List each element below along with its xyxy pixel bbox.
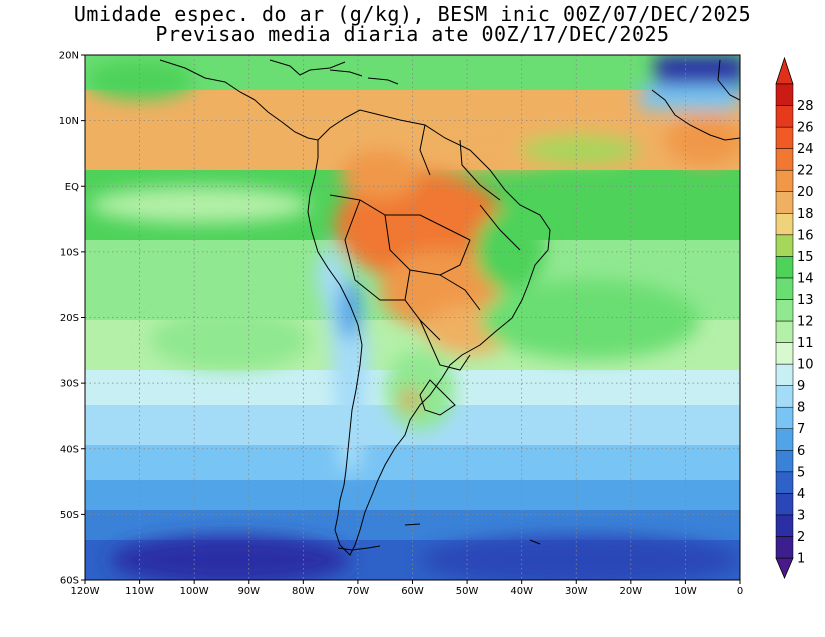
lon-tick-label: 60W (401, 586, 424, 597)
coastlines (159, 59, 740, 556)
lat-tick-label: 20N (59, 51, 79, 62)
humidity-field (85, 55, 740, 580)
colorbar-swatch (775, 191, 794, 214)
colorbar-arrow-high (775, 56, 794, 85)
colorbar-swatch (775, 83, 794, 106)
colorbar-label: 13 (797, 293, 814, 308)
colorbar-label: 6 (797, 444, 805, 459)
longitude-axis: 120W 110W 100W 90W 80W 70W 60W 50W 40W 30W 20W 10W 0 (71, 580, 743, 597)
lon-tick-label: 30W (565, 586, 588, 597)
lon-tick-label: 40W (510, 586, 533, 597)
colorbar-label: 22 (797, 164, 814, 179)
colorbar-swatch (775, 342, 794, 365)
lon-tick-label: 100W (180, 586, 209, 597)
colorbar-swatch (775, 234, 794, 257)
lat-tick-label: 20S (60, 313, 79, 324)
colorbar-arrow-low (775, 557, 794, 580)
lon-tick-label: 20W (620, 586, 643, 597)
colorbar-label: 10 (797, 358, 814, 373)
lat-tick-label: 30S (60, 379, 79, 390)
colorbar-swatch (775, 363, 794, 386)
lon-tick-label: 70W (347, 586, 370, 597)
colorbar-label: 4 (797, 487, 805, 502)
colorbar-label: 16 (797, 228, 814, 243)
lon-tick-label: 0 (737, 586, 743, 597)
colorbar-swatch (775, 256, 794, 279)
colorbar-label: 18 (797, 207, 814, 222)
lon-tick-label: 120W (71, 586, 100, 597)
colorbar-swatch (775, 493, 794, 516)
colorbar-swatch (775, 105, 794, 128)
colorbar-label: 8 (797, 401, 805, 416)
lat-tick-label: 10N (59, 116, 79, 127)
lon-tick-label: 10W (674, 586, 697, 597)
chart-subtitle: Previsao media diaria ate 00Z/17/DEC/202… (155, 22, 670, 46)
colorbar-label: 11 (797, 336, 814, 351)
lon-tick-label: 110W (125, 586, 154, 597)
colorbar-label: 26 (797, 121, 814, 136)
colorbar-swatch (775, 471, 794, 494)
lat-tick-label: 60S (60, 576, 79, 587)
latitude-axis: 20N 10N EQ 10S 20S 30S 40S 50S 60S (59, 51, 85, 587)
lon-tick-label: 90W (237, 586, 260, 597)
colorbar-swatch (775, 536, 794, 559)
colorbar-swatch (775, 213, 794, 236)
colorbar-swatch (775, 385, 794, 408)
colorbar-swatch (775, 450, 794, 473)
colorbar-label: 3 (797, 508, 805, 523)
colorbar-swatch (775, 428, 794, 451)
colorbar-label: 20 (797, 185, 814, 200)
colorbar-swatch (775, 320, 794, 343)
colorbar-swatch (775, 514, 794, 537)
graticule (85, 55, 740, 580)
chart-title: Umidade espec. do ar (g/kg), BESM inic 0… (73, 2, 752, 26)
colorbar-label: 14 (797, 271, 814, 286)
colorbar-swatch (775, 299, 794, 322)
colorbar-label: 15 (797, 250, 814, 265)
lon-tick-label: 50W (456, 586, 479, 597)
colorbar-swatch (775, 406, 794, 429)
colorbar-label: 12 (797, 315, 814, 330)
lat-tick-label: 40S (60, 444, 79, 455)
colorbar-label: 1 (797, 552, 805, 567)
colorbar-swatch (775, 126, 794, 149)
colorbar-label: 24 (797, 142, 814, 157)
colorbar-swatch (775, 277, 794, 300)
colorbar-label: 7 (797, 422, 805, 437)
colorbar-label: 5 (797, 465, 805, 480)
lon-tick-label: 80W (292, 586, 315, 597)
colorbar-swatch (775, 169, 794, 192)
lat-tick-label: 50S (60, 510, 79, 521)
colorbar-label: 9 (797, 379, 805, 394)
colorbar-swatch (775, 148, 794, 171)
lat-tick-label: EQ (65, 182, 79, 193)
colorbar-label: 28 (797, 99, 814, 114)
lat-tick-label: 10S (60, 247, 79, 258)
colorbar-label: 2 (797, 530, 805, 545)
